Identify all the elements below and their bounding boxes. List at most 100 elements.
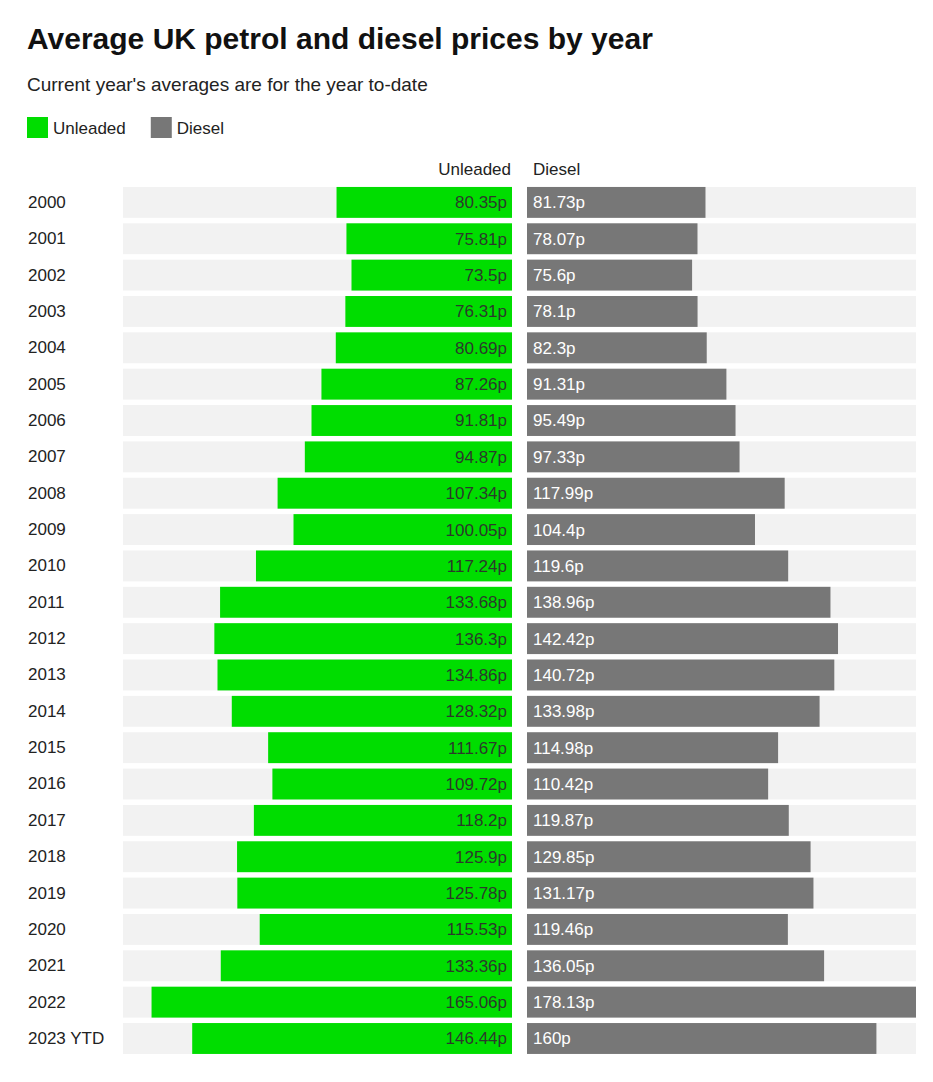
tick: 2003 bbox=[28, 302, 66, 321]
track bbox=[123, 369, 512, 400]
tick-label: 2002 bbox=[28, 266, 66, 285]
data-label: 129.85p bbox=[533, 848, 594, 867]
data-label: 125.78p bbox=[446, 884, 507, 903]
data-label: 133.68p bbox=[446, 593, 507, 612]
track bbox=[123, 914, 512, 945]
bar bbox=[351, 260, 512, 291]
data-label: 76.31p bbox=[455, 302, 507, 321]
tick-label: 2000 bbox=[28, 193, 66, 212]
bar bbox=[278, 478, 512, 509]
data-label: 100.05p bbox=[446, 521, 507, 540]
track bbox=[527, 950, 916, 981]
bar bbox=[527, 296, 698, 327]
data-label: 87.26p bbox=[455, 375, 507, 394]
track bbox=[527, 769, 916, 800]
bar bbox=[221, 950, 512, 981]
data-label: 95.49p bbox=[533, 411, 585, 430]
bar bbox=[527, 478, 785, 509]
bar bbox=[527, 514, 755, 545]
tick-label: 2005 bbox=[28, 375, 66, 394]
tick: 2010 bbox=[28, 556, 66, 575]
data-labels: 81.73p78.07p75.6p78.1p82.3p91.31p95.49p9… bbox=[533, 193, 594, 1048]
bar bbox=[527, 987, 916, 1018]
data-label: 165.06p bbox=[446, 993, 507, 1012]
bar bbox=[305, 441, 512, 472]
tick: 2021 bbox=[28, 956, 66, 975]
tick-label: 2012 bbox=[28, 629, 66, 648]
track bbox=[527, 587, 916, 618]
tick-label: 2009 bbox=[28, 520, 66, 539]
data-label: 107.34p bbox=[446, 484, 507, 503]
track bbox=[527, 878, 916, 909]
bar bbox=[232, 696, 512, 727]
track bbox=[527, 478, 916, 509]
track bbox=[123, 223, 512, 254]
track bbox=[527, 332, 916, 363]
bars bbox=[152, 187, 512, 1054]
data-label: 109.72p bbox=[446, 775, 507, 794]
bars bbox=[527, 187, 916, 1054]
track bbox=[123, 187, 512, 218]
track bbox=[123, 514, 512, 545]
data-labels: 80.35p75.81p73.5p76.31p80.69p87.26p91.81… bbox=[446, 193, 507, 1048]
data-label: 125.9p bbox=[455, 848, 507, 867]
data-label: 97.33p bbox=[533, 448, 585, 467]
tick: 2013 bbox=[28, 665, 66, 684]
chart: Average UK petrol and diesel prices by y… bbox=[0, 0, 933, 1082]
data-label: 82.3p bbox=[533, 339, 576, 358]
data-label: 178.13p bbox=[533, 993, 594, 1012]
bar bbox=[527, 260, 692, 291]
data-label: 136.3p bbox=[455, 630, 507, 649]
data-label: 128.32p bbox=[446, 702, 507, 721]
tick: 2014 bbox=[28, 702, 66, 721]
track bbox=[123, 332, 512, 363]
bar bbox=[214, 623, 512, 654]
tick: 2007 bbox=[28, 447, 66, 466]
track bbox=[123, 478, 512, 509]
track bbox=[123, 878, 512, 909]
data-label: 94.87p bbox=[455, 448, 507, 467]
bar bbox=[237, 878, 512, 909]
data-label: 118.2p bbox=[456, 811, 507, 830]
tick: 2012 bbox=[28, 629, 66, 648]
track bbox=[527, 369, 916, 400]
tick-label: 2022 bbox=[28, 993, 66, 1012]
tick: 2017 bbox=[28, 811, 66, 830]
track bbox=[123, 950, 512, 981]
track bbox=[123, 296, 512, 327]
bar bbox=[527, 332, 707, 363]
tick: 2019 bbox=[28, 884, 66, 903]
track bbox=[123, 805, 512, 836]
track bbox=[527, 987, 916, 1018]
column-header: Unleaded bbox=[438, 160, 511, 179]
data-label: 110.42p bbox=[533, 775, 593, 794]
track bbox=[123, 660, 512, 691]
track bbox=[527, 696, 916, 727]
tick-label: 2014 bbox=[28, 702, 66, 721]
data-label: 133.98p bbox=[533, 702, 594, 721]
bar bbox=[527, 696, 820, 727]
track bbox=[123, 405, 512, 436]
data-label: 131.17p bbox=[533, 884, 594, 903]
tick: 2002 bbox=[28, 266, 66, 285]
data-label: 78.1p bbox=[533, 302, 576, 321]
track bbox=[527, 732, 916, 763]
legend-swatch bbox=[27, 117, 48, 138]
track bbox=[123, 732, 512, 763]
track bbox=[527, 260, 916, 291]
tick: 2005 bbox=[28, 375, 66, 394]
tick: 2016 bbox=[28, 774, 66, 793]
bar bbox=[527, 550, 788, 581]
bar bbox=[346, 223, 512, 254]
data-label: 78.07p bbox=[533, 230, 585, 249]
track bbox=[527, 296, 916, 327]
track bbox=[527, 841, 916, 872]
track bbox=[527, 1023, 916, 1054]
tick: 2001 bbox=[28, 229, 66, 248]
track bbox=[123, 696, 512, 727]
bar bbox=[527, 187, 705, 218]
data-label: 117.24p bbox=[447, 557, 507, 576]
bar bbox=[527, 805, 789, 836]
track bbox=[527, 660, 916, 691]
bar bbox=[527, 660, 834, 691]
